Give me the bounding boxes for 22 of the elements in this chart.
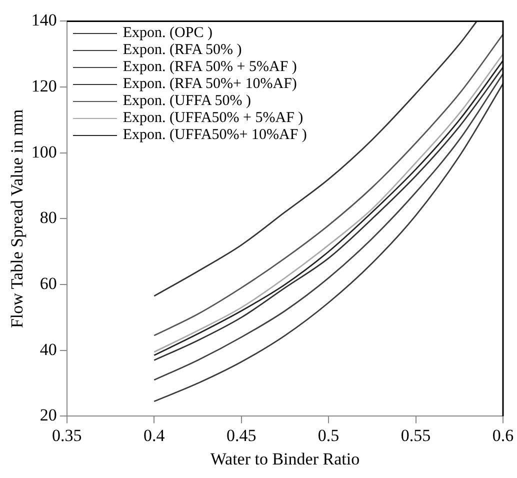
x-tick-label: 0.35	[52, 426, 82, 445]
legend-label: Expon. (RFA 50% + 5%AF )	[122, 59, 297, 76]
x-tick-label: 0.6	[492, 426, 514, 445]
x-tick-label: 0.55	[400, 426, 431, 445]
legend-label: Expon. (RFA 50% )	[122, 42, 242, 60]
y-tick-label: 20	[40, 406, 57, 425]
x-tick-label: 0.45	[226, 426, 256, 445]
y-axis-title: Flow Table Spread Value in mm	[8, 109, 27, 328]
y-tick-label: 140	[31, 10, 57, 30]
legend-label: Expon. (UFFA50% + 5%AF )	[122, 110, 304, 128]
x-axis-title: Water to Binder Ratio	[210, 449, 360, 468]
legend-label: Expon. (UFFA50%+ 10%AF )	[122, 127, 307, 144]
y-tick-label: 100	[31, 142, 57, 162]
x-tick-label: 0.4	[143, 426, 166, 445]
y-tick-label: 120	[31, 76, 57, 96]
legend-label: Expon. (OPC )	[122, 25, 212, 42]
y-tick-label: 80	[40, 208, 57, 228]
y-tick-label: 60	[40, 274, 57, 293]
x-tick-label: 0.5	[318, 426, 340, 445]
legend-label: Expon. (RFA 50%+ 10%AF)	[122, 76, 297, 94]
legend-label: Expon. (UFFA 50% )	[122, 93, 251, 110]
y-tick-label: 40	[40, 340, 57, 359]
